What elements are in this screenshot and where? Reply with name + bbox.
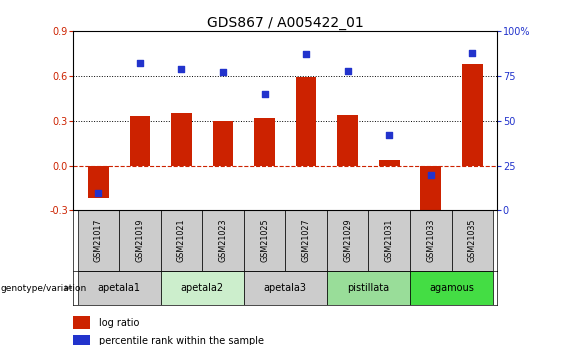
Text: log ratio: log ratio (99, 318, 139, 328)
Point (219, 70, 228, 75)
Text: GSM21031: GSM21031 (385, 219, 394, 262)
Bar (451, 210, 493, 271)
Bar (295, 77, 316, 166)
Text: apetala2: apetala2 (181, 283, 224, 293)
Bar (368, 210, 410, 271)
Bar (254, 118, 275, 166)
Bar (129, 116, 150, 166)
Point (426, 172, 435, 177)
Text: GSM21027: GSM21027 (302, 219, 311, 263)
Bar (88, 166, 108, 198)
Bar (327, 210, 368, 271)
Point (302, 52, 311, 57)
Bar (244, 210, 285, 271)
Bar (410, 271, 493, 305)
Bar (160, 210, 202, 271)
Text: GSM21017: GSM21017 (94, 219, 103, 263)
Text: GSM21025: GSM21025 (260, 219, 269, 263)
Text: GSM21029: GSM21029 (343, 219, 352, 263)
Point (94, 190, 103, 195)
Bar (202, 210, 244, 271)
Point (260, 91, 269, 97)
Bar (77, 210, 119, 271)
Text: agamous: agamous (429, 283, 474, 293)
Text: percentile rank within the sample: percentile rank within the sample (99, 336, 264, 345)
Point (468, 50, 477, 55)
Bar (285, 210, 327, 271)
Title: GDS867 / A005422_01: GDS867 / A005422_01 (207, 16, 364, 30)
Text: GSM21033: GSM21033 (426, 219, 435, 262)
Bar (462, 64, 483, 166)
Bar (119, 210, 160, 271)
Bar (73, 335, 90, 345)
Bar (77, 271, 160, 305)
Point (136, 61, 145, 66)
Bar (73, 316, 90, 329)
Text: apetala1: apetala1 (98, 283, 141, 293)
Bar (244, 271, 327, 305)
Bar (410, 210, 451, 271)
Text: GSM21023: GSM21023 (219, 219, 228, 263)
Text: GSM21021: GSM21021 (177, 219, 186, 263)
Text: genotype/variation: genotype/variation (1, 284, 87, 293)
Bar (171, 113, 192, 166)
Text: apetala3: apetala3 (264, 283, 307, 293)
Bar (337, 115, 358, 166)
Bar (379, 160, 399, 166)
Bar (420, 166, 441, 214)
Bar (327, 271, 410, 305)
Text: pistillata: pistillata (347, 283, 389, 293)
Point (177, 66, 186, 71)
Point (385, 132, 394, 138)
Bar (160, 271, 244, 305)
Bar (212, 121, 233, 166)
Text: GSM21019: GSM21019 (136, 219, 145, 263)
Point (343, 68, 352, 73)
Text: GSM21035: GSM21035 (468, 219, 477, 263)
